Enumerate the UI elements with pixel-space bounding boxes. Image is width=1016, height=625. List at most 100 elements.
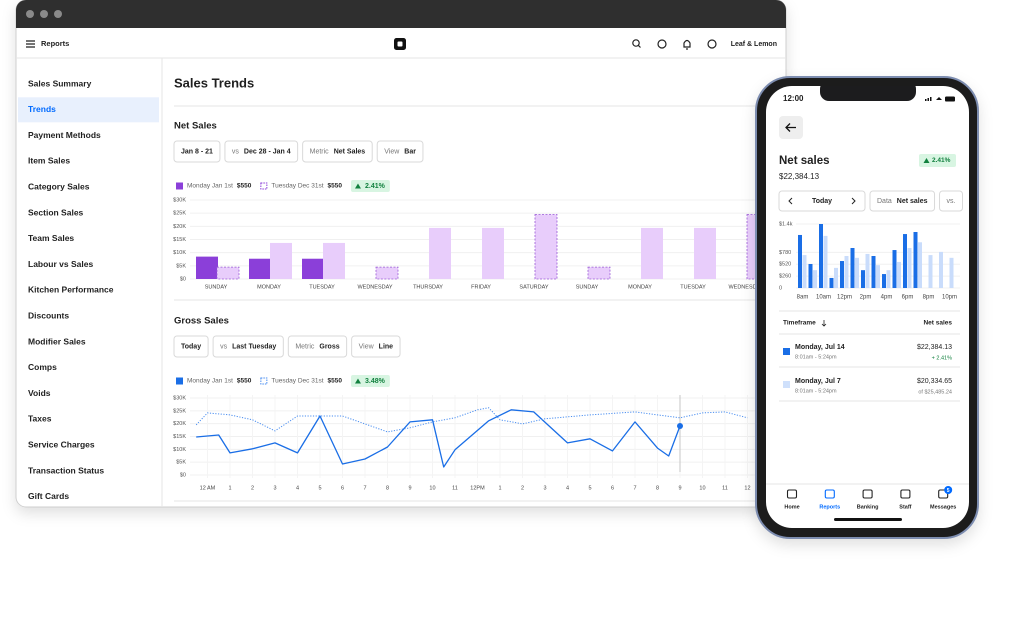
y-tick-label: $10K	[173, 250, 186, 256]
row-swatch	[783, 381, 790, 388]
legend-amount: $550	[237, 378, 252, 385]
filter-button[interactable]	[287, 335, 348, 358]
chat-icon[interactable]	[657, 39, 667, 49]
legend-name: Tuesday Dec 31st	[271, 378, 323, 385]
sidebar-item[interactable]: Section Sales	[28, 207, 84, 217]
window-dot[interactable]	[40, 10, 48, 18]
bar	[834, 267, 838, 288]
y-tick-label: $30K	[173, 197, 186, 203]
bar	[850, 248, 855, 288]
bar	[949, 257, 954, 288]
account-name[interactable]: Leaf & Lemon	[731, 41, 777, 48]
x-tick-label: 12PM	[470, 485, 485, 491]
x-tick-label: 2pm	[860, 295, 872, 301]
y-tick-label: $25K	[173, 408, 186, 414]
y-tick-label: $20K	[173, 224, 186, 230]
search-icon[interactable]	[632, 39, 641, 48]
y-tick-label: $5K	[176, 460, 186, 466]
up-arrow	[354, 183, 361, 189]
bar	[587, 266, 611, 280]
sidebar-item[interactable]: Item Sales	[28, 156, 70, 166]
sidebar-item[interactable]: Taxes	[28, 414, 52, 424]
sidebar-item[interactable]: Trends	[28, 104, 56, 114]
x-tick-label: SUNDAY	[205, 284, 228, 290]
sidebar-item[interactable]: Comps	[28, 362, 57, 372]
filter-label: View	[359, 343, 375, 350]
row-hours: 8:01am - 5:24pm	[795, 388, 837, 394]
sidebar-item[interactable]: Service Charges	[28, 439, 95, 449]
sidebar-item[interactable]: Category Sales	[28, 181, 90, 191]
bar	[375, 266, 399, 280]
tab[interactable]: Staff	[899, 489, 912, 510]
window-dot[interactable]	[26, 10, 34, 18]
filter-button[interactable]	[351, 335, 401, 358]
bar	[876, 265, 880, 288]
sidebar-item[interactable]: Discounts	[28, 310, 69, 320]
bar	[534, 214, 558, 280]
filter-label: vs	[232, 148, 240, 155]
x-tick-label: WEDNESDAY	[728, 284, 763, 290]
bell-icon[interactable]	[683, 39, 691, 50]
filter-button[interactable]	[173, 140, 221, 163]
bar	[892, 250, 897, 288]
sidebar-item[interactable]: Sales Summary	[28, 78, 92, 88]
bar	[844, 256, 849, 288]
tab-label: Staff	[899, 504, 911, 510]
window-dot[interactable]	[54, 10, 62, 18]
sidebar-item[interactable]: Team Sales	[28, 233, 74, 243]
help-icon[interactable]	[707, 39, 717, 49]
x-tick-label: 11	[722, 485, 728, 491]
filter-button[interactable]	[212, 335, 284, 358]
section-title: Gross Sales	[174, 316, 229, 327]
sidebar-item[interactable]: Gift Cards	[28, 491, 69, 501]
sidebar-item[interactable]: Labour vs Sales	[28, 259, 93, 269]
end-point	[676, 422, 683, 429]
table-header[interactable]: Timeframe	[783, 320, 816, 327]
legend-name: Tuesday Dec 31st	[271, 183, 323, 190]
sidebar-item[interactable]: Kitchen Performance	[28, 285, 114, 295]
tab[interactable]: Banking	[857, 489, 879, 510]
chevron-right[interactable]	[851, 197, 856, 205]
sidebar-item[interactable]: Transaction Status	[28, 465, 104, 475]
phone-title: Net sales	[779, 155, 830, 167]
row-amount: $22,384.13	[917, 344, 952, 351]
phone-content: 12:00 Net sales $22,384.13 2.41% Today T…	[766, 86, 969, 521]
x-tick-label: 10	[699, 485, 705, 491]
sidebar-item[interactable]: Modifier Sales	[28, 336, 86, 346]
bar	[429, 227, 451, 279]
y-tick-label: $5K	[176, 263, 186, 269]
tab[interactable]: Messages	[930, 489, 956, 510]
legend-amount: $550	[328, 378, 343, 385]
y-tick-label: $10K	[173, 447, 186, 453]
logo[interactable]	[394, 38, 406, 50]
sidebar-item[interactable]: Voids	[28, 388, 51, 398]
tab-icon	[900, 489, 911, 499]
bar	[798, 234, 802, 288]
x-tick-label: 10	[429, 485, 435, 491]
filter-button[interactable]	[173, 335, 209, 358]
bar	[886, 270, 891, 288]
y-tick-label: $25K	[173, 211, 186, 217]
filter-button[interactable]	[376, 140, 424, 163]
sidebar-item[interactable]: Payment Methods	[28, 130, 101, 140]
tab[interactable]: Home	[784, 489, 800, 510]
y-tick-label: $0	[180, 276, 186, 282]
y-tick-label: $20K	[173, 421, 186, 427]
filter-label: vs.	[947, 198, 956, 205]
title-bar	[16, 0, 786, 28]
tab[interactable]: Reports	[819, 489, 840, 510]
tab-label: Home	[784, 504, 799, 510]
chevron-left[interactable]	[788, 197, 793, 205]
x-tick-label: TUESDAY	[309, 284, 335, 290]
tab-icon	[786, 489, 798, 499]
menu-icon[interactable]	[26, 40, 35, 48]
filter-button[interactable]	[302, 140, 373, 163]
x-tick-label: MONDAY	[628, 284, 652, 290]
filter-button[interactable]	[939, 190, 963, 212]
filter-button[interactable]	[778, 190, 866, 212]
x-tick-label: 7	[363, 485, 366, 491]
filter-label: vs	[220, 343, 228, 350]
filter-button[interactable]	[869, 190, 936, 212]
filter-value: Dec 28 - Jan 4	[244, 148, 291, 155]
filter-button[interactable]	[224, 140, 299, 163]
